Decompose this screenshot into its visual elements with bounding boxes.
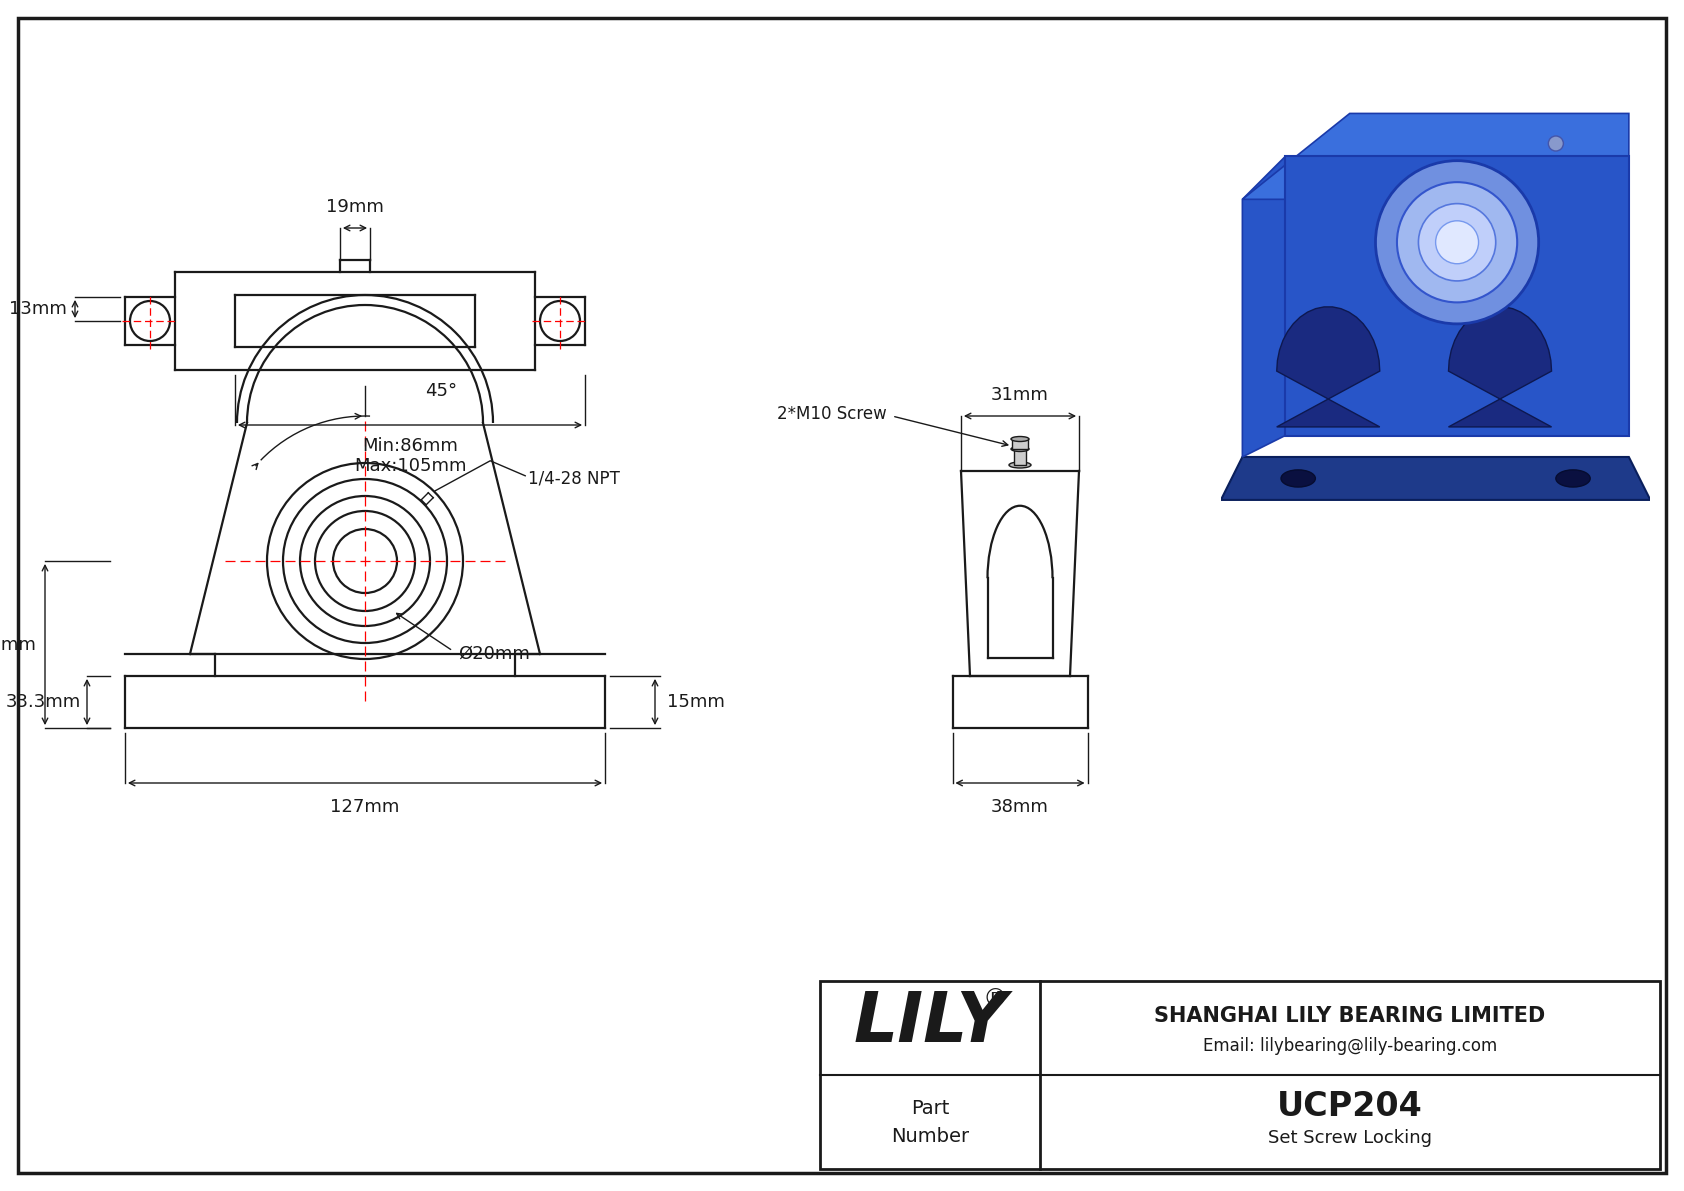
Text: Set Screw Locking: Set Screw Locking bbox=[1268, 1129, 1431, 1147]
Text: 15mm: 15mm bbox=[667, 693, 724, 711]
Text: 33.3mm: 33.3mm bbox=[5, 693, 81, 711]
Polygon shape bbox=[1448, 307, 1551, 426]
Text: Min:86mm: Min:86mm bbox=[362, 437, 458, 455]
Text: 19mm: 19mm bbox=[327, 198, 384, 216]
Bar bbox=[820, 981, 1660, 1170]
Ellipse shape bbox=[1282, 470, 1315, 487]
Ellipse shape bbox=[1010, 447, 1029, 451]
Text: Part
Number: Part Number bbox=[891, 1098, 968, 1146]
Text: LILY: LILY bbox=[854, 990, 1007, 1056]
Text: Max:105mm: Max:105mm bbox=[354, 457, 466, 475]
Bar bbox=[1012, 439, 1027, 449]
Text: 45°: 45° bbox=[424, 382, 456, 400]
Text: 2*M10 Screw: 2*M10 Screw bbox=[778, 405, 887, 423]
Polygon shape bbox=[1243, 156, 1285, 457]
Ellipse shape bbox=[1418, 204, 1495, 281]
Text: ®: ® bbox=[982, 989, 1007, 1012]
Text: 31mm: 31mm bbox=[992, 386, 1049, 404]
Text: 13mm: 13mm bbox=[8, 300, 67, 318]
Polygon shape bbox=[1276, 307, 1379, 426]
Polygon shape bbox=[1243, 113, 1628, 199]
Ellipse shape bbox=[1376, 161, 1539, 324]
Polygon shape bbox=[1285, 156, 1628, 436]
Text: 38mm: 38mm bbox=[992, 798, 1049, 816]
Ellipse shape bbox=[1556, 470, 1590, 487]
Text: Ø20mm: Ø20mm bbox=[458, 646, 530, 663]
Text: 65mm: 65mm bbox=[0, 636, 37, 654]
Ellipse shape bbox=[1435, 220, 1479, 263]
Text: 1/4-28 NPT: 1/4-28 NPT bbox=[529, 469, 620, 488]
Polygon shape bbox=[1221, 457, 1650, 500]
Text: SHANGHAI LILY BEARING LIMITED: SHANGHAI LILY BEARING LIMITED bbox=[1154, 1006, 1546, 1025]
Text: UCP204: UCP204 bbox=[1276, 1091, 1423, 1123]
Ellipse shape bbox=[1009, 462, 1031, 468]
Text: 127mm: 127mm bbox=[330, 798, 399, 816]
Ellipse shape bbox=[1010, 436, 1029, 442]
Ellipse shape bbox=[1548, 136, 1563, 151]
Bar bbox=[1014, 449, 1026, 464]
Text: Email: lilybearing@lily-bearing.com: Email: lilybearing@lily-bearing.com bbox=[1202, 1037, 1497, 1055]
Ellipse shape bbox=[1398, 182, 1517, 303]
